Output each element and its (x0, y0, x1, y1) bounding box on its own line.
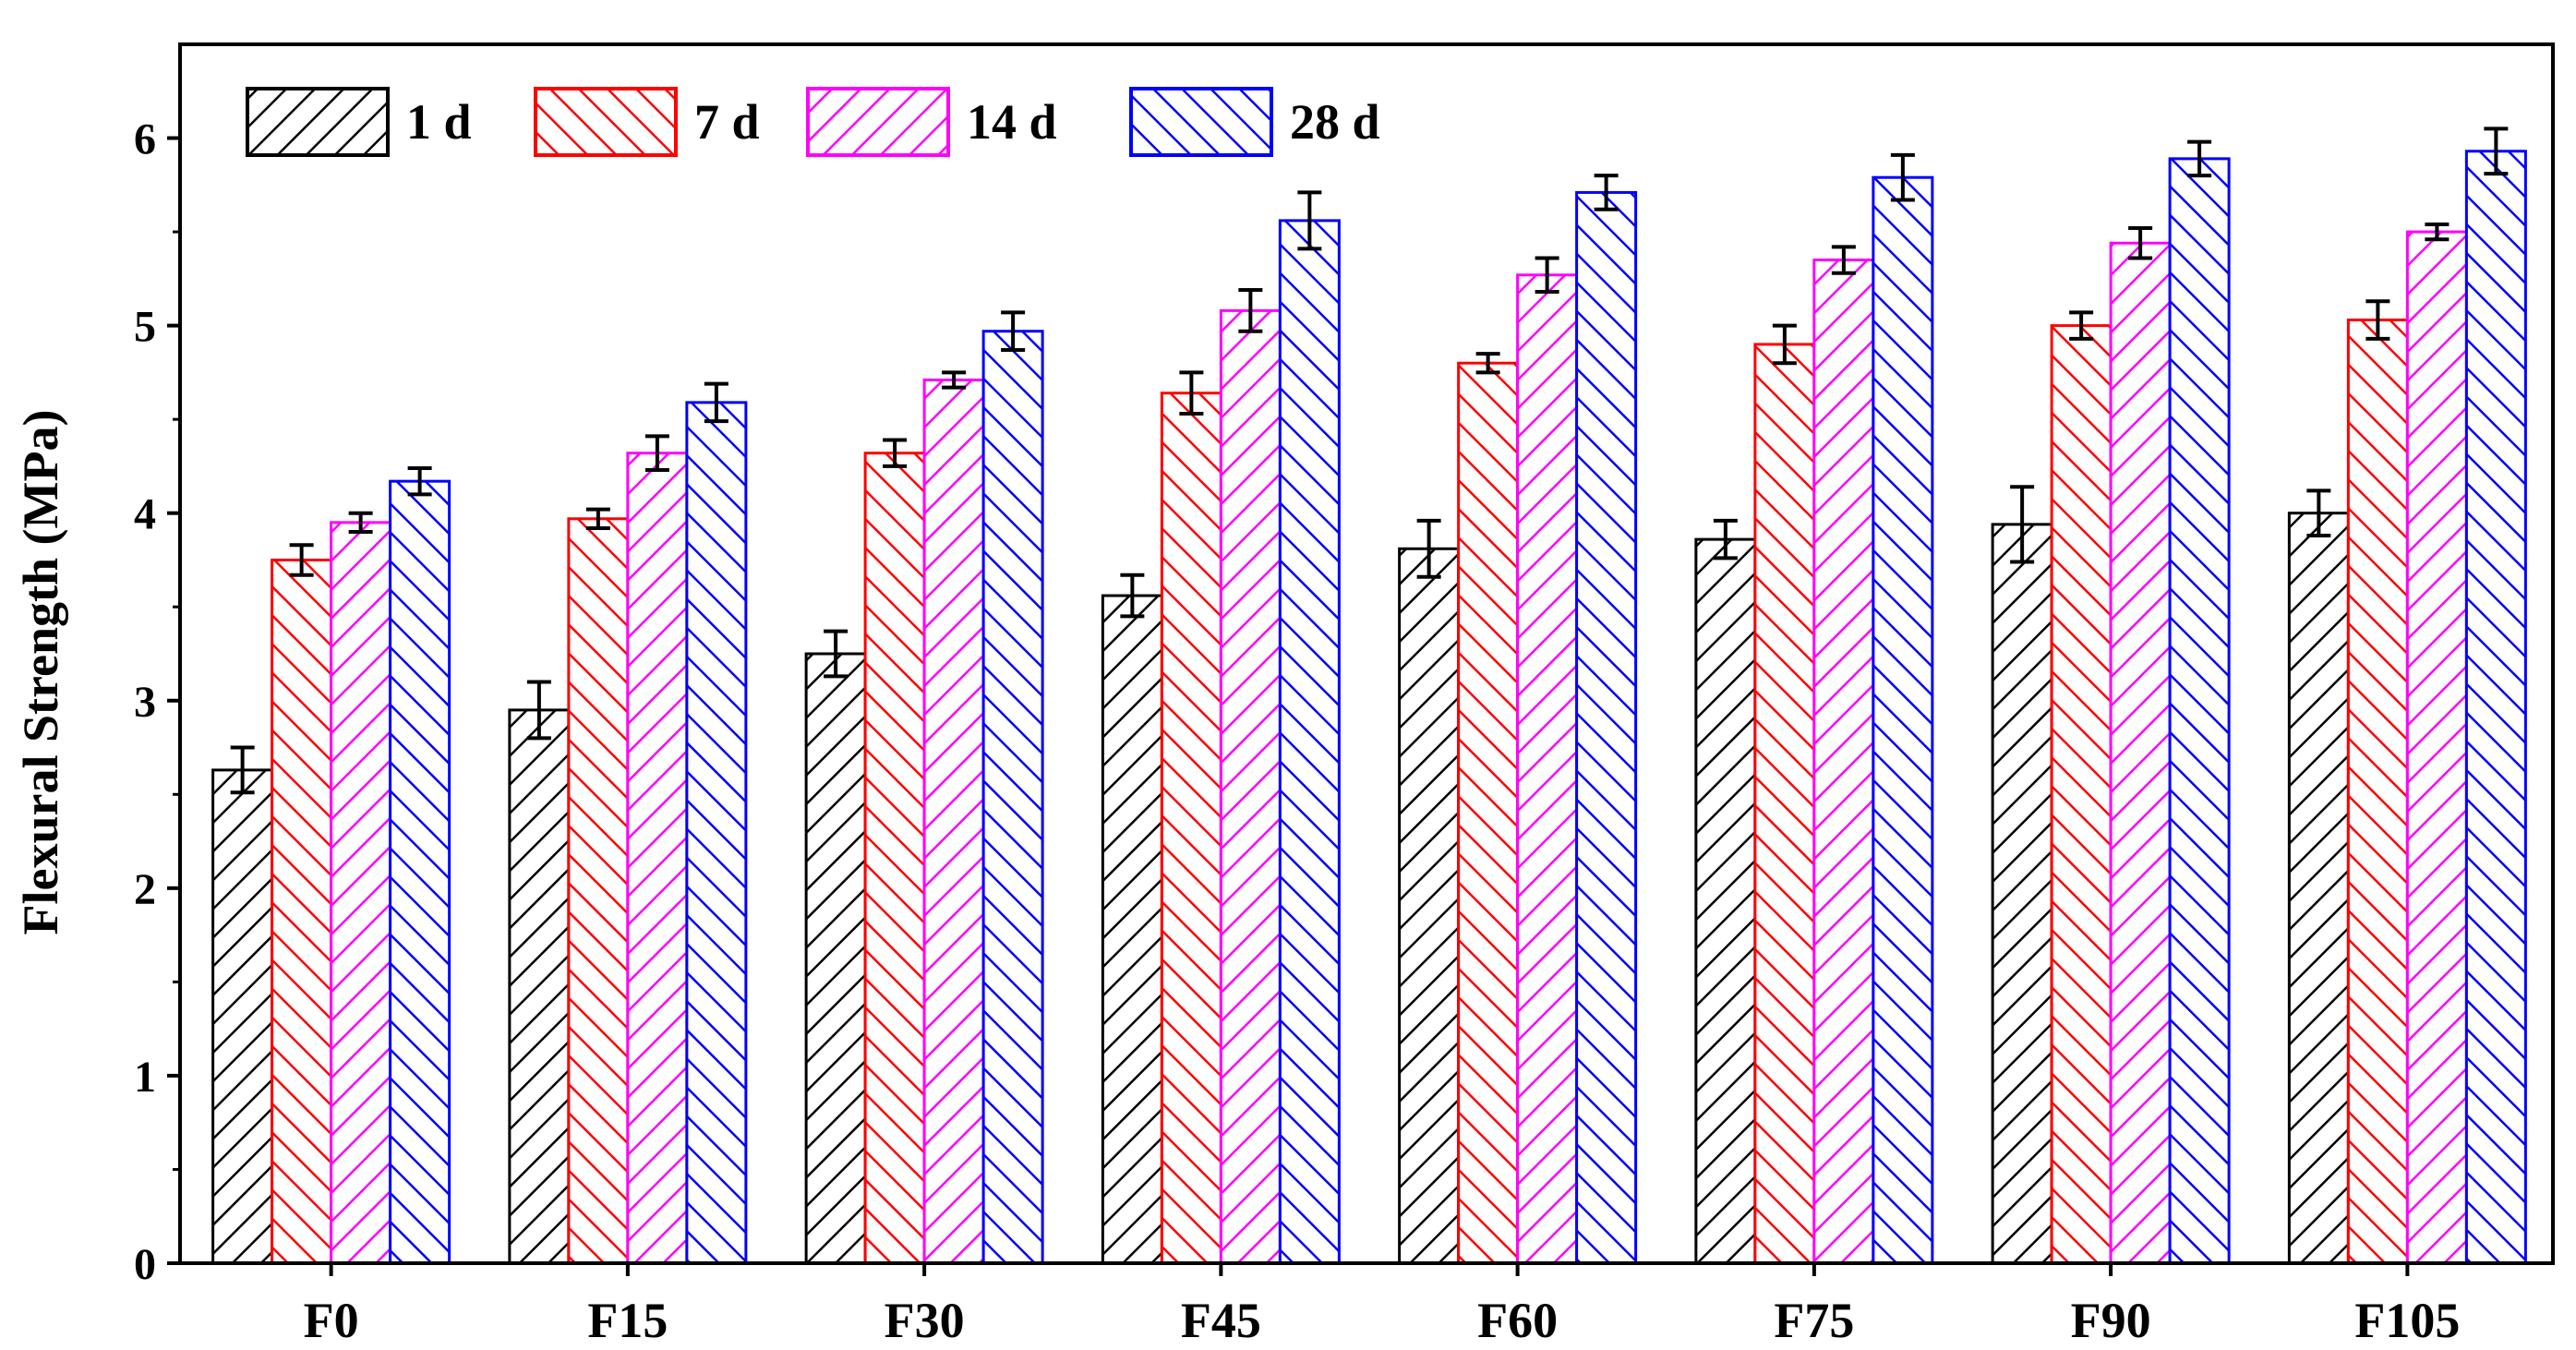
x-tick-label: F90 (2071, 1293, 2151, 1348)
bar-F90-7d (2050, 324, 2113, 1265)
error-bar-F0-7d (289, 543, 314, 577)
error-bar-F0-14d (348, 511, 373, 534)
x-tick-label: F60 (1477, 1293, 1558, 1348)
bars-layer (211, 150, 2527, 1265)
error-bar-F0-1d (230, 745, 255, 795)
bar-F45-14d (1219, 308, 1282, 1265)
legend-label: 14 d (967, 94, 1057, 150)
error-bar-F30-7d (883, 438, 908, 468)
y-tick-label: 4 (134, 490, 156, 539)
error-bar-F105-1d (2306, 488, 2331, 538)
error-bar-F45-1d (1120, 573, 1145, 619)
axis-layer: F0 F15 F30 F45 F60 F75 F90 F105 0 1 2 3 4 5 6 (134, 115, 2460, 1348)
bar-F60-28d (1575, 190, 1638, 1265)
legend-label: 7 d (694, 94, 760, 150)
x-tick-label: F75 (1774, 1293, 1854, 1348)
error-bar-F60-7d (1475, 352, 1500, 375)
x-tick-label: F15 (587, 1293, 668, 1348)
x-tick-label: F0 (304, 1293, 359, 1348)
error-bar-F0-28d (407, 465, 432, 497)
error-bar-F90-14d (2128, 226, 2153, 260)
bar-F30-28d (981, 330, 1044, 1265)
bar-F15-28d (685, 401, 748, 1265)
legend-label: 1 d (406, 94, 472, 150)
error-bar-F90-1d (2010, 485, 2035, 564)
error-bar-F105-28d (2484, 127, 2509, 176)
error-bar-F30-1d (824, 629, 849, 679)
bar-F105-1d (2287, 512, 2350, 1265)
bar-F105-14d (2405, 230, 2468, 1265)
error-bar-F105-14d (2425, 222, 2450, 242)
x-tick-label: F30 (885, 1293, 965, 1348)
x-tick-label: F105 (2354, 1293, 2460, 1348)
bar-F75-7d (1753, 343, 1816, 1265)
bar-F75-14d (1812, 259, 1875, 1265)
bar-F75-1d (1694, 537, 1757, 1265)
error-bar-F45-14d (1238, 288, 1263, 333)
bar-F60-7d (1457, 361, 1520, 1265)
bar-F15-1d (508, 708, 571, 1265)
bar-F75-28d (1872, 175, 1934, 1265)
plot-frame (178, 42, 2555, 1265)
bar-F30-1d (804, 652, 867, 1265)
y-tick-label: 0 (134, 1240, 156, 1289)
bar-F45-7d (1160, 392, 1222, 1265)
bar-F0-1d (211, 768, 274, 1265)
error-bar-F75-1d (1713, 518, 1738, 560)
x-tick-label: F45 (1181, 1293, 1261, 1348)
y-tick-label: 6 (134, 115, 156, 164)
bar-F90-14d (2109, 241, 2172, 1265)
bar-F15-7d (567, 517, 630, 1265)
error-bar-F45-7d (1179, 370, 1204, 416)
error-bar-F60-28d (1594, 174, 1619, 211)
error-bar-F60-1d (1416, 518, 1441, 579)
legend-swatch (806, 87, 950, 157)
legend-item-14d: 14 d (806, 87, 1057, 157)
bar-F30-7d (863, 452, 926, 1265)
legend: 1 d 7 d 14 d 28 d (246, 87, 1380, 157)
bar-F105-28d (2464, 150, 2527, 1265)
bar-F0-7d (271, 558, 333, 1265)
error-bar-F15-1d (526, 680, 551, 741)
legend-item-7d: 7 d (534, 87, 760, 157)
error-bar-F75-14d (1831, 245, 1856, 275)
y-axis-label: Flexural Strength (MPa) (13, 410, 68, 935)
bar-F90-1d (1991, 523, 2053, 1265)
error-bar-F30-14d (942, 370, 967, 390)
error-bar-F30-28d (1001, 310, 1026, 353)
error-bar-F90-28d (2187, 139, 2212, 178)
bar-F90-28d (2168, 157, 2231, 1265)
error-bar-F45-28d (1297, 190, 1322, 251)
bar-F105-7d (2346, 319, 2409, 1265)
legend-item-28d: 28 d (1129, 87, 1380, 157)
legend-label: 28 d (1290, 94, 1380, 150)
error-bar-F90-7d (2069, 310, 2094, 341)
bar-F0-28d (389, 479, 451, 1265)
legend-swatch (1129, 87, 1273, 157)
bar-F60-14d (1516, 273, 1579, 1265)
error-bar-F15-28d (704, 381, 728, 424)
y-tick-label: 5 (134, 303, 156, 352)
error-bar-F60-14d (1535, 256, 1559, 295)
bar-F30-14d (922, 379, 985, 1265)
error-bars-layer (230, 127, 2509, 795)
y-tick-label: 3 (134, 678, 156, 727)
error-bar-F75-28d (1890, 152, 1915, 202)
y-tick-label: 1 (134, 1053, 156, 1102)
error-bar-F105-7d (2365, 299, 2390, 341)
bar-F15-14d (626, 452, 689, 1265)
error-bar-F15-14d (644, 434, 669, 472)
bar-F45-28d (1278, 219, 1341, 1265)
error-bar-F15-7d (585, 507, 610, 530)
legend-swatch (246, 87, 390, 157)
error-bar-F75-7d (1772, 323, 1797, 366)
bar-F45-1d (1101, 594, 1163, 1265)
legend-swatch (534, 87, 678, 157)
bar-F0-14d (330, 521, 392, 1265)
legend-item-1d: 1 d (246, 87, 472, 157)
bar-F60-1d (1398, 547, 1461, 1265)
y-tick-label: 2 (134, 865, 156, 914)
